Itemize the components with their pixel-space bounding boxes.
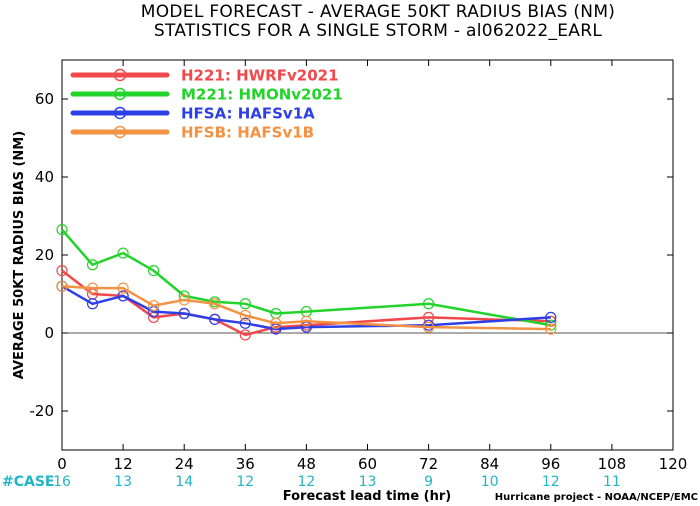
- data-point: [209, 298, 221, 310]
- y-axis-label: AVERAGE 50KT RADIUS BIAS (NM): [12, 131, 27, 379]
- data-point: [86, 259, 99, 271]
- data-point: [117, 290, 129, 302]
- legend-label: M221: HMONv2021: [181, 86, 343, 104]
- legend-marker: [113, 125, 127, 139]
- data-point: [86, 298, 99, 310]
- data-point: [56, 224, 68, 236]
- data-point: [545, 323, 557, 335]
- legend-label: HFSA: HAFSv1A: [181, 105, 315, 123]
- case-count: 14: [175, 474, 193, 490]
- case-count: 11: [603, 474, 621, 490]
- case-count: 13: [359, 474, 377, 490]
- case-label: #CASE: [2, 474, 55, 490]
- x-tick-label: 60: [358, 455, 377, 473]
- data-point: [209, 313, 221, 325]
- data-point: [239, 298, 251, 310]
- legend-marker: [113, 87, 127, 101]
- plot-frame: [61, 59, 674, 451]
- case-count: 13: [114, 474, 132, 490]
- data-point: [56, 265, 68, 277]
- legend-marker: [113, 68, 127, 82]
- y-tick-label: 0: [44, 324, 54, 342]
- x-tick-label: 48: [297, 455, 316, 473]
- x-tick-label: 84: [480, 455, 499, 473]
- credit-text: Hurricane project - NOAA/NCEP/EMC: [495, 492, 698, 503]
- x-tick-label: 120: [659, 455, 688, 473]
- chart-subtitle: STATISTICS FOR A SINGLE STORM - al062022…: [154, 21, 602, 41]
- legend-label: HFSB: HAFSv1B: [181, 124, 314, 142]
- legend-label: H221: HWRFv2021: [181, 67, 339, 85]
- data-point: [178, 307, 190, 320]
- case-count: 10: [481, 474, 499, 490]
- data-point: [270, 317, 282, 329]
- data-point: [56, 280, 68, 292]
- legend-marker: [113, 106, 127, 120]
- y-tick-label: -20: [30, 402, 55, 420]
- x-tick-label: 12: [114, 455, 133, 473]
- data-point: [423, 321, 435, 333]
- y-tick-label: 20: [35, 246, 54, 264]
- x-tick-label: 24: [175, 455, 194, 473]
- data-point: [300, 315, 312, 327]
- case-count: 12: [236, 474, 254, 490]
- data-point: [178, 294, 190, 306]
- data-point: [239, 309, 251, 322]
- data-point: [117, 247, 129, 259]
- series-line: [61, 285, 551, 331]
- data-point: [148, 300, 160, 312]
- series-line: [61, 228, 552, 327]
- x-axis-label: Forecast lead time (hr): [283, 489, 451, 504]
- case-count: 12: [542, 474, 560, 490]
- data-point: [545, 319, 557, 331]
- data-point: [239, 317, 251, 329]
- case-count: 12: [297, 474, 315, 490]
- data-point: [545, 311, 557, 323]
- chart-title: MODEL FORECAST - AVERAGE 50KT RADIUS BIA…: [141, 2, 615, 22]
- data-point: [117, 282, 129, 294]
- data-point: [86, 282, 99, 294]
- data-point: [545, 315, 557, 327]
- x-tick-label: 108: [598, 455, 627, 473]
- x-tick-label: 96: [541, 455, 560, 473]
- data-point: [148, 265, 160, 277]
- data-point: [239, 329, 251, 341]
- x-tick-label: 72: [419, 455, 438, 473]
- x-tick-label: 36: [236, 455, 255, 473]
- case-count: 9: [424, 474, 433, 490]
- series-line: [61, 284, 551, 331]
- y-tick-label: 60: [35, 90, 54, 108]
- y-tick-label: 40: [35, 168, 54, 186]
- x-tick-label: 0: [57, 455, 67, 473]
- case-count: 16: [53, 474, 71, 490]
- data-point: [423, 298, 435, 310]
